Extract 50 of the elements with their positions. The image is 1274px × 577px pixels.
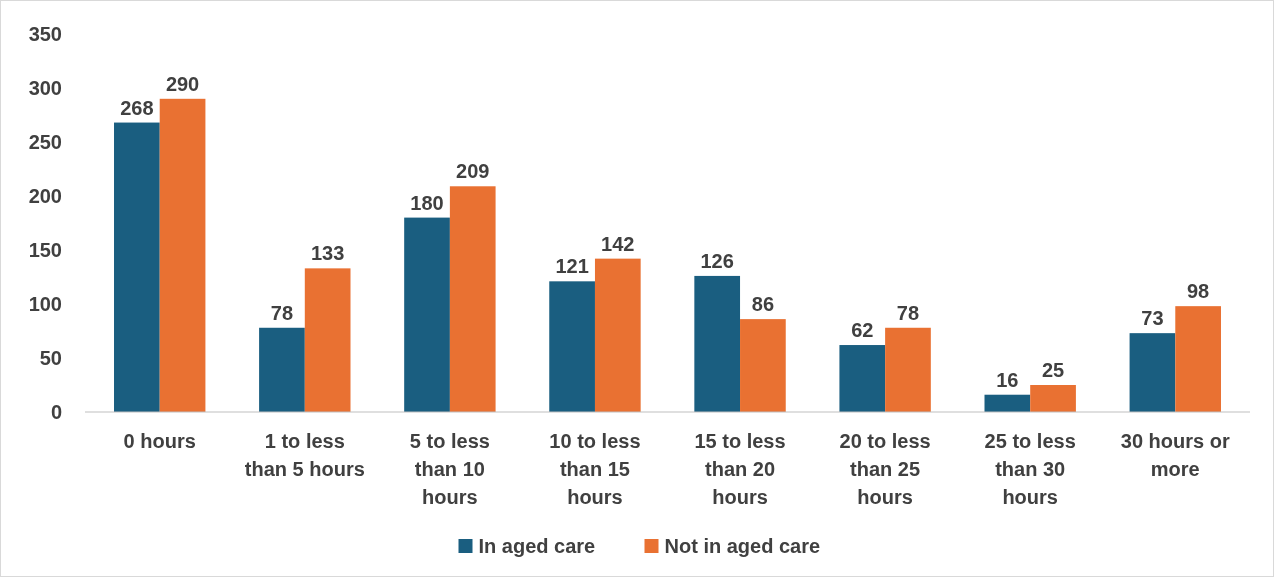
bar	[549, 281, 595, 412]
data-label: 98	[1187, 280, 1210, 303]
data-label: 268	[120, 96, 154, 119]
bar	[839, 345, 886, 412]
bar	[984, 394, 1031, 412]
bar	[885, 327, 931, 412]
bar	[694, 275, 741, 412]
bar	[1129, 333, 1176, 412]
y-tick-label: 100	[28, 293, 62, 315]
data-label: 209	[456, 160, 490, 183]
y-tick-label: 150	[28, 239, 62, 261]
y-tick-label: 200	[28, 185, 62, 207]
legend-label: In aged care	[478, 535, 596, 557]
x-tick-label: 10 to less than 15 hours	[549, 430, 641, 508]
x-tick-label: 25 to less than 30 hours	[984, 430, 1076, 508]
data-label: 142	[601, 232, 635, 255]
x-tick-label: 15 to less than 20 hours	[694, 430, 786, 508]
data-label: 25	[1041, 359, 1065, 381]
legend-label: Not in aged care	[664, 535, 821, 557]
x-tick-label: 5 to less than 10 hours	[409, 430, 490, 508]
bar	[740, 319, 786, 412]
x-tick-label: 0 hours	[123, 430, 196, 452]
data-label: 73	[1141, 307, 1164, 330]
bar	[404, 217, 450, 412]
data-label: 180	[410, 191, 444, 214]
x-tick-label: 20 to less than 25 hours	[839, 430, 931, 508]
bar	[159, 98, 206, 412]
data-label: 290	[165, 72, 200, 95]
data-label: 133	[310, 242, 345, 265]
y-tick-label: 350	[28, 23, 62, 45]
x-tick-label: 1 to less than 5 hours	[244, 430, 365, 480]
y-tick-label: 50	[39, 347, 62, 369]
data-label: 78	[896, 301, 920, 324]
y-tick-label: 250	[28, 131, 62, 153]
bar	[594, 258, 641, 412]
bar	[259, 327, 305, 412]
data-label: 126	[700, 249, 734, 272]
bar	[449, 186, 496, 412]
bar	[1175, 306, 1221, 412]
data-label: 62	[851, 319, 874, 342]
bar	[114, 122, 160, 412]
data-label: 78	[270, 301, 294, 324]
bar	[304, 268, 351, 412]
x-tick-label: 30 hours or more	[1120, 430, 1230, 480]
y-tick-label: 300	[28, 77, 62, 99]
data-label: 121	[555, 255, 589, 278]
data-label: 16	[996, 368, 1019, 391]
data-label: 86	[751, 293, 775, 316]
y-tick-label: 0	[50, 401, 62, 423]
bar	[1030, 385, 1076, 412]
